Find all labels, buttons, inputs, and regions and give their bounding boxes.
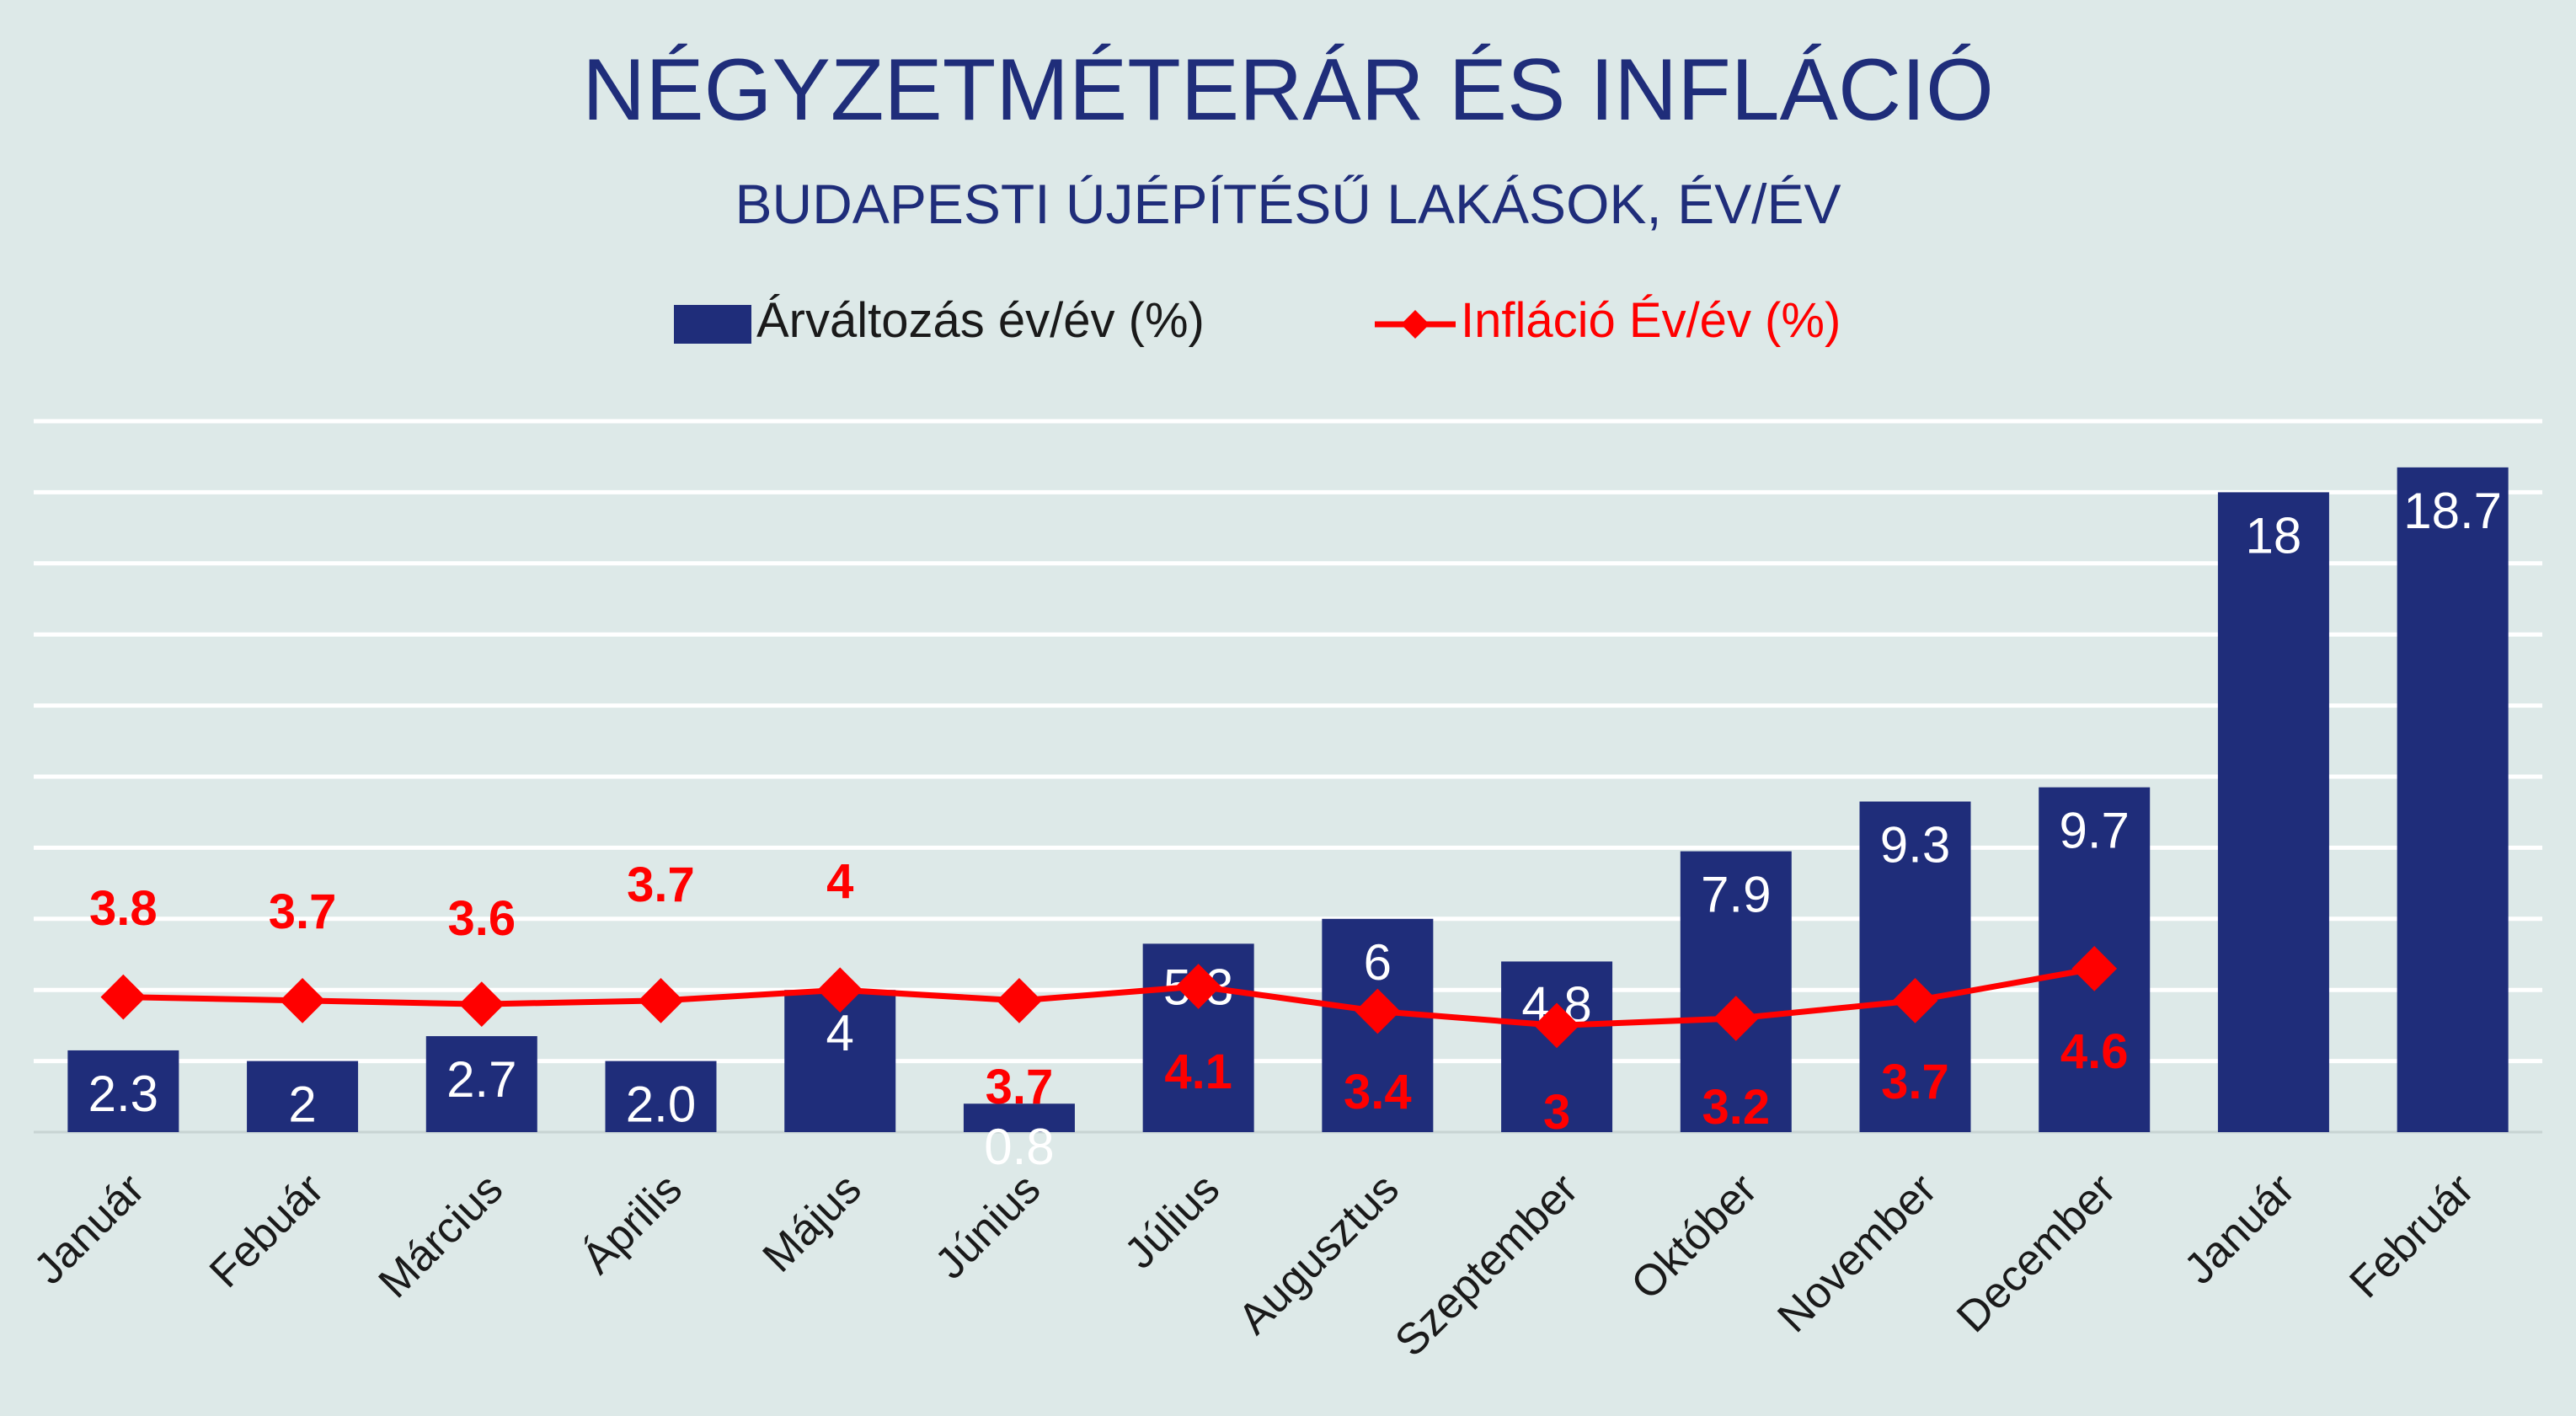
inflation-value-label: 3.6 — [447, 891, 516, 946]
inflation-value-label: 3.4 — [1344, 1065, 1412, 1119]
bar — [425, 1036, 537, 1132]
x-tick-label: Február — [2340, 1164, 2483, 1307]
x-tick-label: Július — [1115, 1164, 1229, 1278]
bar-value-label: 9.7 — [2060, 803, 2130, 859]
bar-value-label: 7.9 — [1701, 867, 1771, 923]
bar-value-label: 4 — [826, 1005, 854, 1061]
x-tick-label: Március — [370, 1164, 513, 1307]
bar-value-label: 9.3 — [1880, 817, 1950, 874]
inflation-value-label: 3.7 — [269, 884, 337, 939]
inflation-value-label: 3.7 — [986, 1060, 1054, 1114]
x-tick-label: Október — [1622, 1164, 1766, 1309]
legend: Árváltozás év/év (%) Infláció Év/év (%) — [674, 293, 1841, 348]
bar — [1680, 851, 1792, 1132]
bar — [67, 1050, 179, 1132]
inflation-value-label: 3 — [1543, 1085, 1570, 1140]
inflation-marker — [280, 977, 325, 1023]
inflation-marker — [100, 974, 147, 1020]
inflation-value-label: 4.1 — [1164, 1045, 1232, 1099]
bar-value-label: 0.8 — [984, 1119, 1054, 1175]
legend-line-label: Infláció Év/év (%) — [1461, 293, 1841, 348]
x-tick-label: Április — [573, 1164, 692, 1283]
x-axis-labels: Január Febuár Március Április Május Június Júl… — [24, 1164, 2483, 1365]
inflation-marker — [997, 977, 1042, 1023]
bar-value-label: 6 — [1364, 934, 1392, 991]
bar-value-label: 18.7 — [2403, 483, 2502, 539]
x-tick-label: Május — [754, 1164, 871, 1281]
bar-value-label: 2.3 — [88, 1066, 158, 1122]
legend-bar-label: Árváltozás év/év (%) — [756, 293, 1205, 348]
bar-value-label: 18 — [2246, 507, 2302, 564]
x-tick-label: November — [1768, 1164, 1946, 1342]
x-tick-label: December — [1948, 1164, 2125, 1342]
inflation-marker — [638, 977, 684, 1023]
inflation-value-label: 3.2 — [1702, 1080, 1770, 1135]
inflation-marker — [1355, 988, 1401, 1034]
bar — [2217, 492, 2329, 1132]
inflation-value-label: 3.7 — [627, 858, 695, 912]
chart-subtitle: BUDAPESTI ÚJÉPÍTÉSŰ LAKÁSOK, ÉV/ÉV — [735, 173, 1841, 235]
inflation-marker — [1892, 977, 1938, 1023]
bar — [963, 1103, 1075, 1132]
inflation-line-path — [123, 965, 2095, 1029]
x-tick-label: Január — [2175, 1164, 2304, 1293]
gridlines — [34, 419, 2542, 1134]
bar-value-label: 2 — [288, 1077, 316, 1133]
inflation-marker — [1713, 996, 1759, 1041]
x-tick-label: Június — [926, 1164, 1050, 1288]
inflation-marker — [1534, 1002, 1579, 1049]
bar — [1859, 801, 1971, 1132]
bar — [247, 1061, 359, 1132]
bar — [2397, 467, 2509, 1132]
inflation-value-label: 3.7 — [1881, 1055, 1949, 1109]
bar-value-label: 2.7 — [446, 1051, 516, 1108]
inflation-labels: 3.8 3.7 3.6 3.7 4 3.7 4.1 3.4 3 3.2 3.7 4.6 — [89, 854, 2128, 1140]
x-tick-label: Szeptember — [1386, 1164, 1587, 1365]
legend-marker-icon — [1401, 310, 1430, 339]
chart-title: NÉGYZETMÉTERÁR ÉS INFLÁCIÓ — [582, 41, 1994, 139]
bar — [605, 1061, 717, 1132]
bar-value-label: 2.0 — [626, 1077, 696, 1133]
inflation-marker — [2071, 946, 2118, 991]
inflation-value-label: 4.6 — [2060, 1024, 2129, 1079]
inflation-marker — [1175, 964, 1221, 1009]
bars — [67, 467, 2509, 1132]
x-tick-label: Febuár — [200, 1164, 334, 1297]
x-tick-label: Augusztus — [1229, 1164, 1408, 1344]
inflation-line — [100, 946, 2118, 1049]
bar — [784, 990, 896, 1132]
inflation-value-label: 3.8 — [89, 881, 158, 936]
inflation-value-label: 4 — [826, 854, 853, 909]
x-tick-label: Január — [24, 1164, 153, 1293]
legend-bar-swatch — [674, 305, 751, 344]
